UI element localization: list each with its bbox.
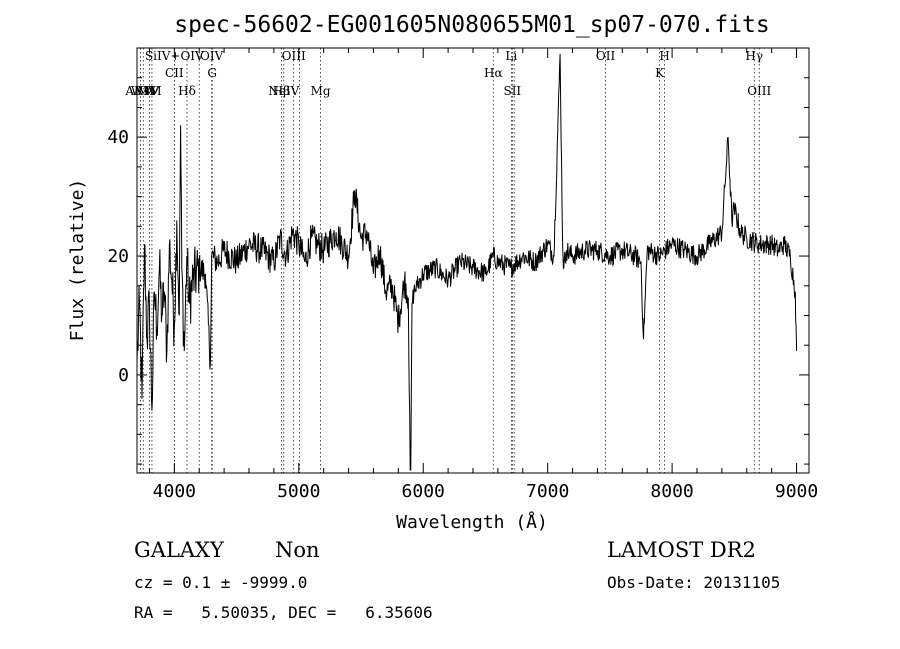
spectral-line-label-19: OII <box>596 49 616 63</box>
spectral-line-label-14: Mg <box>311 84 331 98</box>
spectral-line-label-16: Li <box>505 49 517 63</box>
x-tick-label: 4000 <box>153 481 196 502</box>
spectral-line-labels: ARMWWMMIVSiIV+OIVCIIHδOIVGHβNeIVOIIIMgHα… <box>124 49 771 98</box>
coordinates: RA = 5.50035, DEC = 6.35606 <box>134 603 433 622</box>
spectral-line-label-8: OIV <box>200 49 224 63</box>
spectral-line-label-3: IV <box>145 84 159 98</box>
spectral-line-label-17: SII <box>503 84 521 98</box>
x-axis-label: Wavelength (Å) <box>396 511 548 533</box>
spectral-line-label-21: H <box>659 49 669 63</box>
spectral-line-label-6: Hδ <box>178 84 196 98</box>
spectral-line-label-20: K <box>655 66 665 80</box>
spectral-line-label-5: CII <box>165 66 184 80</box>
x-tick-label: 8000 <box>650 481 693 502</box>
y-tick-label: 40 <box>107 127 129 148</box>
observation-date: Obs-Date: 20131105 <box>607 573 781 592</box>
spectral-line-label-1: WW <box>131 84 156 98</box>
y-tick-label: 20 <box>107 246 129 267</box>
spectral-line-label-15: Hα <box>484 66 503 80</box>
x-tick-label: 9000 <box>775 481 818 502</box>
y-axis-label: Flux (relative) <box>67 179 88 342</box>
x-tick-label: 5000 <box>277 481 320 502</box>
x-tick-label: 6000 <box>402 481 445 502</box>
axis-tick-labels: 4000 5000 6000 7000 8000 9000 0 20 40 <box>107 127 818 502</box>
spectral-line-label-10: Hβ <box>273 84 290 98</box>
spectral-line-label-23: OIII <box>747 84 771 98</box>
spectral-line-label-22: Hγ <box>745 49 763 63</box>
spectral-line-label-12: OIII <box>282 49 306 63</box>
spectral-line-label-11: NeIV <box>268 84 299 98</box>
object-subclass: Non <box>275 538 320 562</box>
spectral-line-label-2: MM <box>137 84 162 98</box>
spectral-line-label-9: G <box>207 66 217 80</box>
spectrum-series <box>136 53 798 471</box>
redshift-cz: cz = 0.1 ± -9999.0 <box>134 573 308 592</box>
spectral-line-label-0: ARM <box>124 84 155 98</box>
survey-name: LAMOST DR2 <box>607 538 756 562</box>
x-tick-label: 7000 <box>526 481 569 502</box>
y-tick-label: 0 <box>118 365 129 386</box>
object-class: GALAXY <box>134 538 224 562</box>
chart-title: spec-56602-EG001605N080655M01_sp07-070.f… <box>174 12 769 38</box>
axis-ticks <box>137 47 809 473</box>
